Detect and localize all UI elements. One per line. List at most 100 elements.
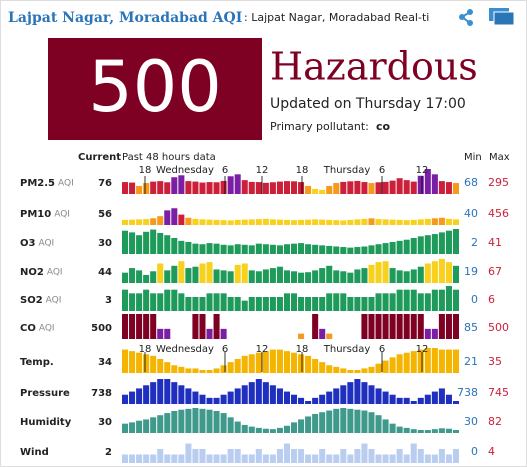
history-bar [178, 366, 185, 373]
min-value: 21 [464, 355, 478, 368]
history-bar [326, 219, 333, 225]
history-bar [248, 181, 255, 194]
window-icon[interactable] [489, 8, 515, 26]
history-bar [129, 454, 136, 463]
history-bar [213, 314, 220, 339]
history-bar [192, 243, 199, 254]
history-bar [354, 180, 361, 194]
history-bar [192, 314, 199, 339]
row-unit: AQI [47, 268, 63, 278]
time-label: 12 [256, 344, 269, 355]
history-bar [234, 449, 241, 463]
history-bar [340, 220, 347, 225]
history-bar [396, 426, 403, 433]
history-bar [164, 235, 171, 254]
history-bar [220, 180, 227, 194]
history-bar [213, 454, 220, 463]
history-bar [199, 244, 206, 254]
history-bar [185, 408, 192, 433]
row-label: O3 [20, 238, 36, 249]
history-bar [438, 217, 445, 225]
history-bar [206, 328, 213, 339]
min-value: 0 [471, 445, 478, 458]
history-bar [452, 219, 459, 225]
history-bar [333, 220, 340, 225]
history-bar [185, 388, 192, 404]
history-bar [319, 268, 326, 283]
history-bar [171, 265, 178, 283]
history-bar [220, 244, 227, 254]
history-bar [248, 245, 255, 254]
history-bar [305, 416, 312, 433]
history-bar [171, 454, 178, 463]
aqi-status: Hazardous [270, 45, 478, 89]
history-bar [326, 410, 333, 433]
history-bar [234, 297, 241, 311]
history-bar [382, 219, 389, 225]
max-value: 745 [488, 386, 509, 399]
history-bar [445, 218, 452, 225]
time-label: Wednesday [156, 344, 214, 355]
history-bar [283, 443, 290, 463]
history-bar [452, 449, 459, 463]
history-bar [248, 297, 255, 311]
history-bar [368, 183, 375, 194]
history-bar [305, 454, 312, 463]
history-bar [171, 365, 178, 373]
history-bar [424, 328, 431, 339]
history-bar [136, 293, 143, 311]
history-bar [255, 379, 262, 404]
history-bar [150, 229, 157, 254]
max-value: 35 [488, 355, 502, 368]
history-bar [305, 244, 312, 254]
current-value: 2 [105, 447, 112, 458]
history-bar [347, 382, 354, 404]
history-bar [354, 379, 361, 404]
history-bar [319, 362, 326, 373]
history-bar [164, 379, 171, 404]
history-bar [291, 293, 298, 311]
max-header: Max [489, 152, 510, 163]
current-value: 500 [91, 323, 112, 334]
history-bar [164, 328, 171, 339]
history-bar [312, 270, 319, 283]
history-bar [283, 391, 290, 404]
history-bar [368, 366, 375, 373]
history-bar [276, 449, 283, 463]
min-value: 30 [464, 415, 478, 428]
history-bar [347, 247, 354, 254]
history-bar [276, 245, 283, 254]
history-bar [361, 268, 368, 283]
history-bar [382, 261, 389, 283]
share-icon[interactable] [459, 9, 473, 26]
history-bar [248, 382, 255, 404]
history-bar [248, 454, 255, 463]
history-bar [431, 348, 438, 373]
history-bar [403, 180, 410, 194]
history-bar [396, 449, 403, 463]
history-bar [333, 454, 340, 463]
history-bar [347, 408, 354, 433]
history-bar [248, 219, 255, 225]
history-bar [368, 297, 375, 311]
history-bar [255, 449, 262, 463]
title[interactable]: Lajpat Nagar, Moradabad AQI [8, 10, 242, 26]
history-bar [213, 269, 220, 283]
history-bar [269, 297, 276, 311]
history-bar [220, 270, 227, 283]
history-bar [185, 181, 192, 194]
history-bar [122, 230, 129, 254]
history-bar [375, 262, 382, 283]
max-value: 6 [488, 293, 495, 306]
history-bar [220, 365, 227, 373]
row-label: PM10 [20, 209, 51, 220]
row-label: Temp. [20, 357, 54, 368]
history-bar [403, 454, 410, 463]
history-bar [298, 297, 305, 311]
history-bar [382, 314, 389, 339]
row-label: PM2.5 [20, 178, 55, 189]
history-bar [354, 409, 361, 433]
history-bar [340, 181, 347, 194]
history-bar [361, 314, 368, 339]
